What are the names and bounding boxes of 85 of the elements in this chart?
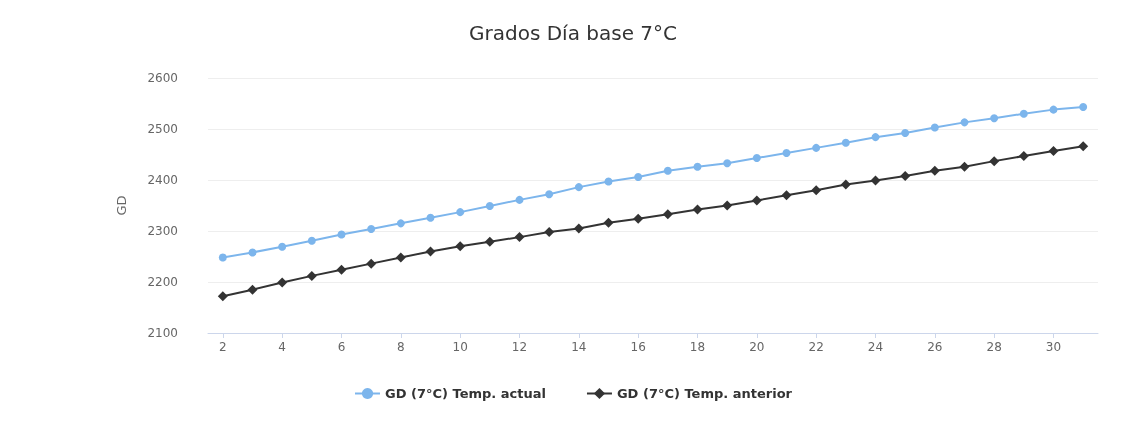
point [812,143,821,152]
point [485,202,494,211]
point [336,264,347,275]
point [306,270,317,281]
x-tick-label: 24 [867,340,884,354]
point [990,114,999,123]
point [574,183,583,192]
point [959,161,970,172]
point [634,172,643,181]
point [900,170,911,181]
x-tick-label: 20 [749,340,765,354]
point [989,156,1000,167]
point [544,227,555,238]
y-tick-label: 2400 [147,173,178,187]
x-tick-label: 16 [630,340,646,354]
point [395,252,406,263]
y-tick-label: 2100 [147,326,178,340]
point [870,175,881,186]
point [455,241,466,252]
point [723,159,732,168]
point [693,162,702,171]
point [1079,103,1088,112]
y-tick-label: 2600 [147,71,178,85]
point [218,253,227,262]
x-tick-label: 26 [927,340,943,354]
point [248,248,257,257]
x-tick-label: 8 [397,340,405,354]
x-tick-label: 30 [1045,340,1062,354]
point [426,213,435,222]
x-tick-label: 18 [689,340,706,354]
point [217,291,228,302]
legend-label: GD (7°C) Temp. actual [385,386,546,401]
point [782,148,791,157]
point [1049,105,1058,114]
point [811,185,822,196]
point [960,118,969,127]
point [247,284,258,295]
chart-title: Grados Día base 7°C [469,21,677,45]
point [840,179,851,190]
point [1019,109,1028,118]
point [367,224,376,233]
point [604,177,613,186]
point [366,258,377,269]
point [901,129,910,138]
y-tick-label: 2300 [147,224,178,238]
x-tick-label: 12 [511,340,528,354]
point [751,195,762,206]
point [662,209,673,220]
point [752,154,761,163]
point [841,138,850,147]
y-axis-title: GD [114,195,129,216]
x-tick-label: 22 [808,340,824,354]
point [514,232,525,243]
point [633,213,644,224]
point [484,236,495,247]
point [929,165,940,176]
point [1048,145,1059,156]
point [781,190,792,201]
point [871,133,880,142]
point [573,223,584,234]
point [930,123,939,132]
point [1078,141,1089,152]
point [1018,151,1029,162]
point [545,190,554,199]
point [456,208,465,217]
y-tick-label: 2500 [147,122,178,136]
point [337,230,346,239]
point [515,195,524,204]
point [278,242,287,251]
point [663,166,672,175]
point [307,236,316,245]
y-tick-label: 2200 [147,275,178,289]
point [277,277,288,288]
point [396,219,405,228]
point [692,204,703,215]
x-tick-label: 2 [219,340,227,354]
x-tick-label: 6 [337,340,346,354]
point [722,200,733,211]
x-tick-label: 4 [278,340,286,354]
point [603,217,614,228]
x-tick-label: 14 [571,340,587,354]
legend-label: GD (7°C) Temp. anterior [616,386,793,401]
point [425,246,436,257]
x-tick-label: 10 [452,340,468,354]
x-tick-label: 28 [986,340,1002,354]
